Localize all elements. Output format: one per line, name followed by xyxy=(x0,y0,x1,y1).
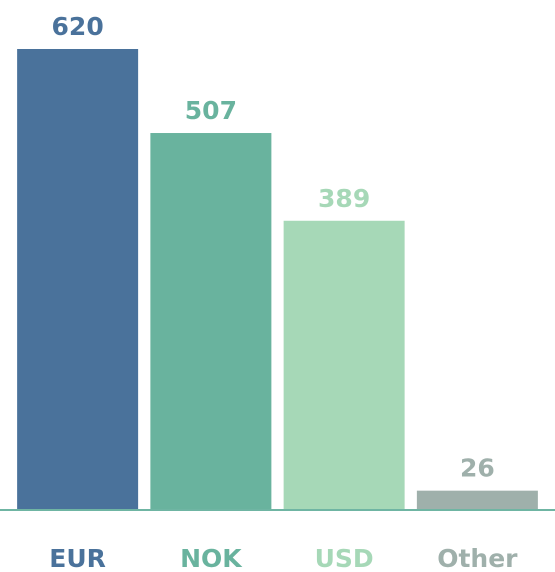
value-label: 389 xyxy=(318,184,370,213)
bar xyxy=(150,133,272,510)
value-label: 507 xyxy=(185,96,237,125)
category-label: Other xyxy=(437,544,518,572)
category-label: NOK xyxy=(180,544,243,572)
bar xyxy=(416,490,538,510)
bar xyxy=(283,220,405,510)
bar xyxy=(17,49,139,510)
value-label: 620 xyxy=(52,12,104,41)
category-label: USD xyxy=(315,544,374,572)
value-label: 26 xyxy=(460,454,495,483)
category-label: EUR xyxy=(49,544,106,572)
